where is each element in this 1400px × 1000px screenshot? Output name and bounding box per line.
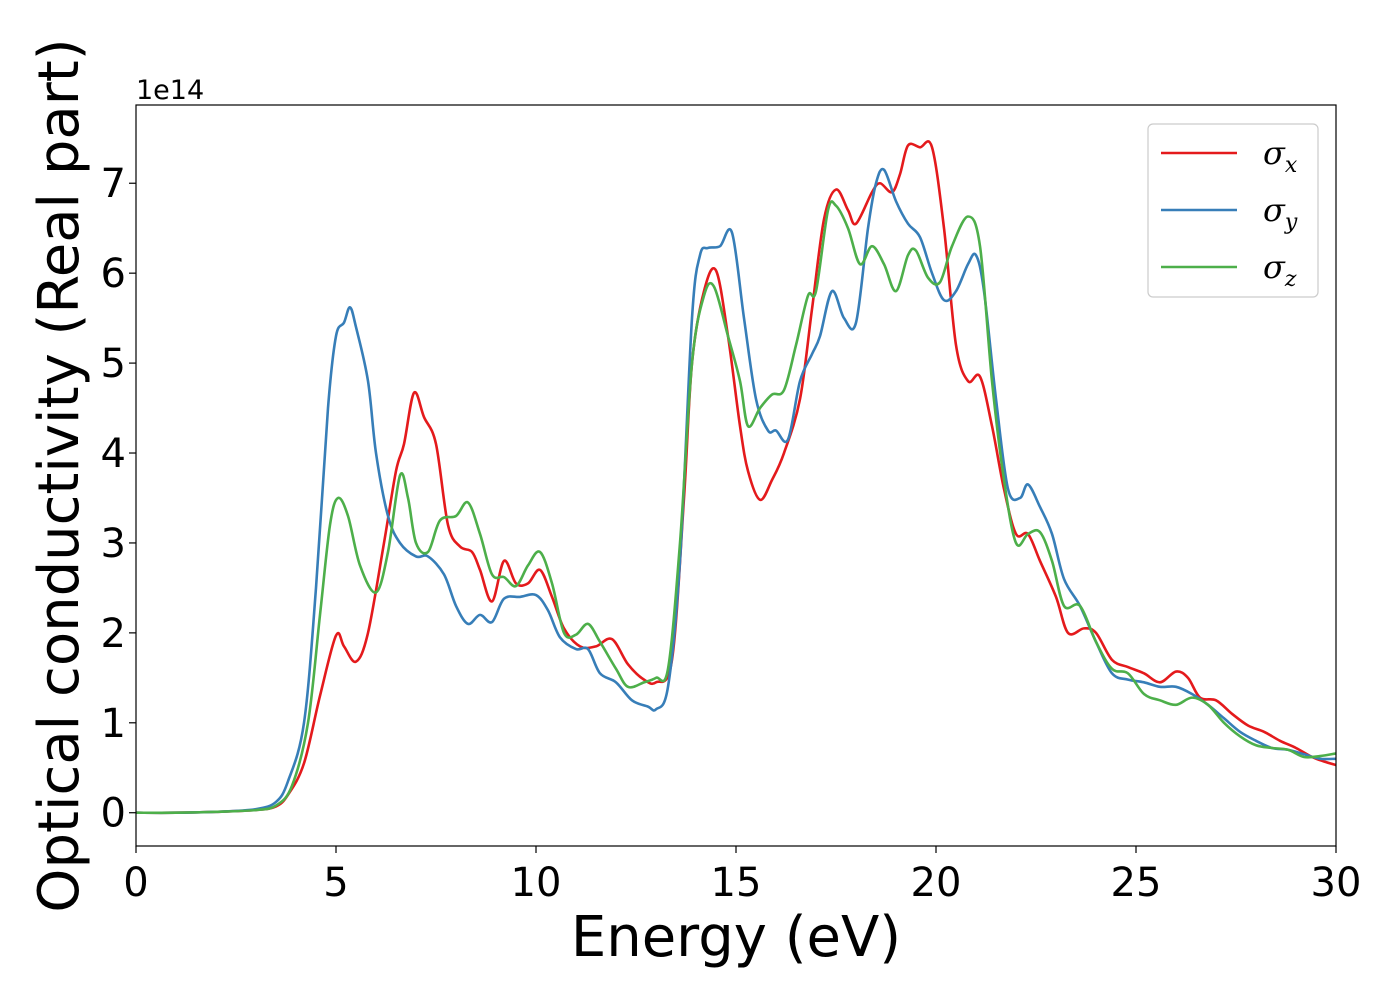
x-tick-label: 15 [711,860,762,906]
y-tick-label: 3 [101,521,126,567]
x-axis-title: Energy (eV) [571,905,901,970]
legend-label-y: σy [1263,191,1298,235]
y-tick-label: 1 [101,701,126,747]
y-tick-label: 5 [101,341,126,387]
x-tick-label: 0 [123,860,148,906]
y-tick-label: 0 [101,791,126,837]
series-line-z [136,200,1336,815]
legend-label-x: σx [1263,134,1298,178]
x-tick-label: 10 [511,860,562,906]
x-tick-label: 30 [1311,860,1362,906]
series-layer [136,140,1336,815]
x-tick-label: 5 [323,860,348,906]
series-line-x [136,140,1336,815]
y-tick-label: 7 [101,161,126,207]
x-tick-label: 25 [1111,860,1162,906]
x-tick-label: 20 [911,860,962,906]
y-tick-label: 6 [101,251,126,297]
axes-layer: 0 5 10 15 20 25 30 0 1 2 3 4 5 6 7 [101,104,1362,906]
y-tick-label: 2 [101,611,126,657]
y-axis-title: Optical conductivity (Real part) [27,38,92,912]
y-tick-label: 4 [101,431,126,477]
y-offset-text: 1e14 [136,75,204,106]
